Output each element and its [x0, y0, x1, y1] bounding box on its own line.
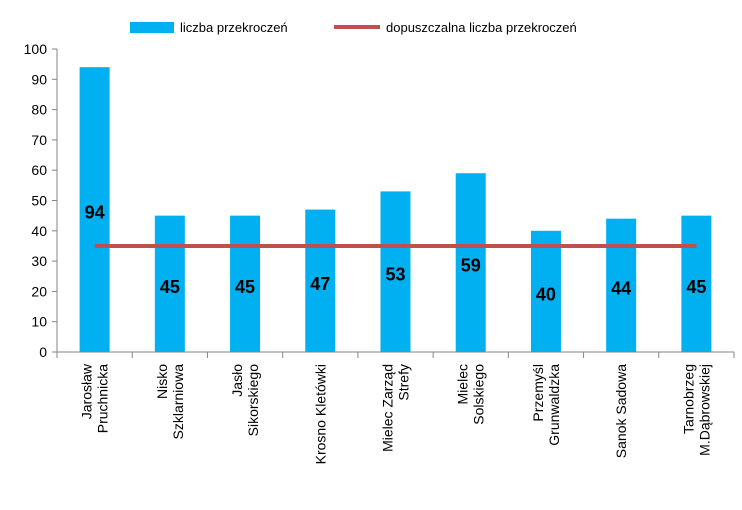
data-label: 59	[461, 256, 481, 276]
legend-swatch-bars	[130, 22, 174, 33]
x-category-label: Pruchnicka	[95, 364, 111, 433]
bar	[79, 67, 110, 353]
data-label: 44	[611, 278, 631, 298]
x-category-label: Sikorskiego	[245, 364, 261, 437]
y-tick-label: 20	[31, 283, 47, 299]
bar	[230, 215, 261, 352]
bar	[681, 215, 712, 352]
bar	[305, 209, 336, 352]
bar	[530, 230, 561, 352]
y-tick-label: 90	[31, 71, 47, 87]
x-category-label: Solskiego	[471, 364, 487, 425]
legend-label-line: dopuszczalna liczba przekroczeń	[386, 20, 577, 35]
y-tick-label: 0	[39, 344, 47, 360]
data-label: 40	[536, 284, 556, 304]
data-label: 45	[160, 277, 180, 297]
y-tick-label: 80	[31, 102, 47, 118]
bar	[455, 173, 486, 352]
x-category-label: Krosno Kletówki	[312, 364, 328, 464]
legend-label-bars: liczba przekroczeń	[180, 20, 288, 35]
x-category-label: Sanok Sadowa	[613, 364, 629, 458]
x-category-label: Mielec Zarząd	[380, 364, 396, 452]
bar	[380, 191, 411, 352]
x-category-label: Mielec	[455, 364, 471, 404]
data-label: 45	[235, 277, 255, 297]
x-category-label: Przemyśl	[530, 364, 546, 422]
x-category-label: Jasło	[229, 364, 245, 397]
x-category-label: Nisko	[154, 364, 170, 399]
bar	[606, 218, 637, 352]
x-category-label: Tarnobrzeg	[680, 364, 696, 434]
data-label: 45	[686, 277, 706, 297]
x-category-label: M.Dąbrowskiej	[696, 364, 712, 456]
bar	[154, 215, 185, 352]
y-tick-label: 40	[31, 223, 47, 239]
x-category-label: Szklarniowa	[170, 364, 186, 440]
y-tick-label: 50	[31, 193, 47, 209]
x-category-label: Grunwaldzka	[546, 364, 562, 446]
y-tick-label: 100	[24, 41, 48, 57]
x-category-label: Strefy	[396, 364, 412, 401]
data-label: 47	[310, 274, 330, 294]
y-tick-label: 30	[31, 253, 47, 269]
data-label: 53	[385, 265, 405, 285]
legend: liczba przekroczeń dopuszczalna liczba p…	[130, 20, 577, 35]
y-tick-label: 60	[31, 162, 47, 178]
data-label: 94	[85, 203, 105, 223]
y-tick-label: 70	[31, 132, 47, 148]
x-category-label: Jarosław	[79, 363, 95, 419]
y-tick-label: 10	[31, 314, 47, 330]
plot-area: 0 10 20 30 40 50 60 70 80 90 100 94 45 45 47 53 59 40 44 45…	[24, 41, 735, 464]
